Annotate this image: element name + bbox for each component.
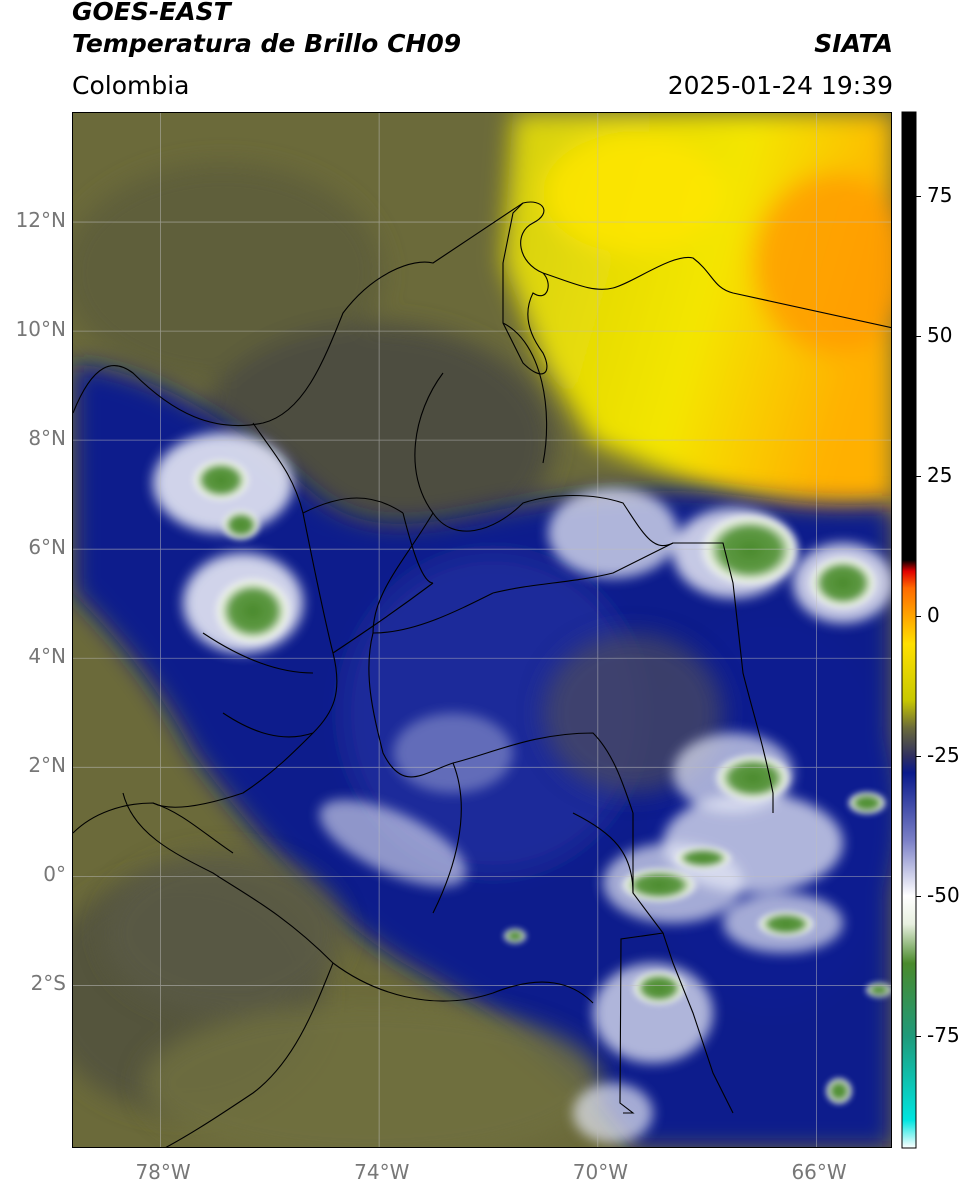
brightness-temperature-field [73,113,891,1147]
y-tick-label: 12°N [15,208,66,233]
colorbar-tick-label: 25 [927,463,953,487]
x-tick-label: 66°W [791,1160,847,1184]
clear-patches [103,633,723,1147]
x-tick-label: 74°W [354,1160,410,1184]
y-tick-label: 2°N [28,753,66,778]
colorbar-tick-mark [916,196,921,197]
y-tick-label: 8°N [28,426,66,451]
agency-label: SIATA [814,29,893,58]
colorbar-tick-label: -75 [927,1023,960,1047]
y-tick-label: 0° [43,862,66,887]
colorbar-tick-mark [916,476,921,477]
y-tick-label: 10°N [15,317,66,342]
borders [73,201,891,1147]
colorbar-tick-mark [916,616,921,617]
colorbar-tick-mark [916,1036,921,1037]
y-tick-label: 6°N [28,535,66,560]
colorbar-tick-label: 50 [927,323,953,347]
colorbar-tick-mark [916,896,921,897]
colorbar-tick-label: -25 [927,743,960,767]
colorbar [901,111,917,1149]
colorbar-tick-mark [916,756,921,757]
colorbar-tick-label: 75 [927,183,953,207]
warm-surface-area [503,113,891,523]
region-label: Colombia [72,71,190,100]
y-tick-label: 4°N [28,644,66,669]
colorbar-gradient [901,111,917,1149]
y-tick-label: 2°S [30,971,66,996]
colorbar-tick-mark [916,336,921,337]
satellite-map[interactable] [72,112,892,1148]
x-tick-label: 78°W [135,1160,191,1184]
datetime-label: 2025-01-24 19:39 [667,71,893,100]
colorbar-tick-label: -50 [927,883,960,907]
convective-cores [191,458,891,1105]
colorbar-tick-label: 0 [927,603,940,627]
product-title: Temperatura de Brillo CH09 [72,29,462,58]
x-tick-label: 70°W [572,1160,629,1184]
gridlines [73,113,891,1147]
satellite-title: GOES-EAST [72,0,231,26]
